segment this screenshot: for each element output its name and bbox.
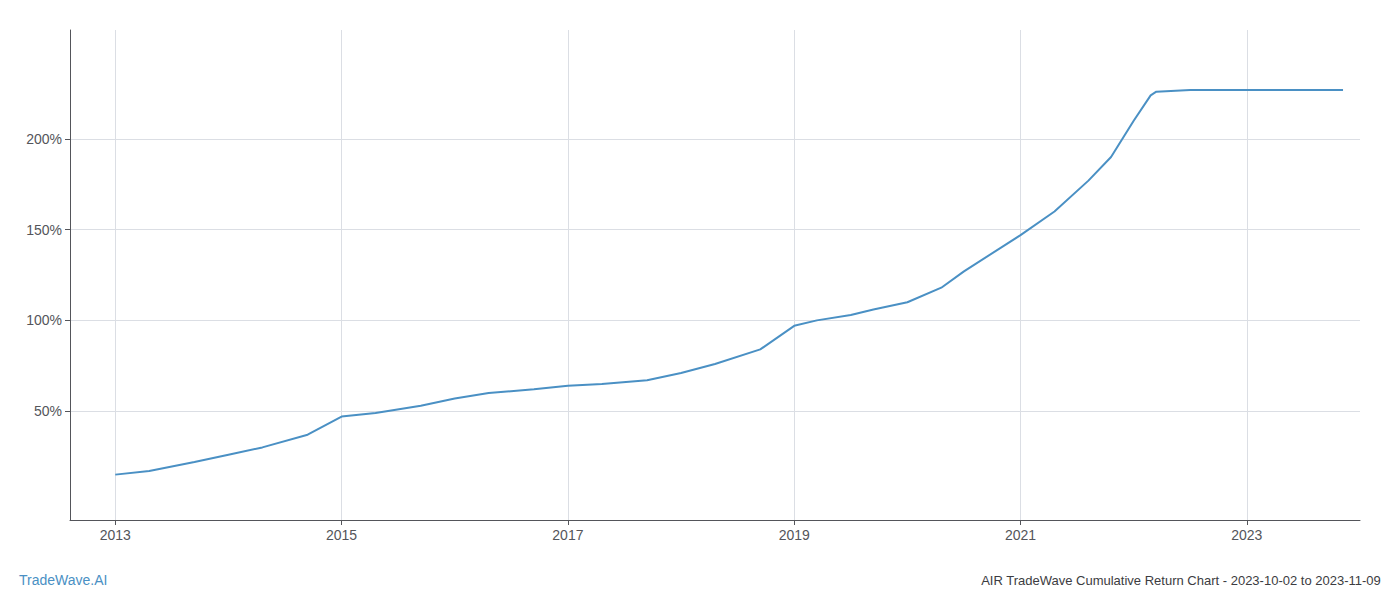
svg-text:2015: 2015 (326, 527, 357, 543)
svg-text:50%: 50% (34, 403, 62, 419)
svg-text:150%: 150% (26, 222, 62, 238)
svg-text:AIR TradeWave Cumulative Retur: AIR TradeWave Cumulative Return Chart - … (981, 573, 1381, 588)
svg-text:200%: 200% (26, 131, 62, 147)
svg-text:2013: 2013 (100, 527, 131, 543)
svg-text:100%: 100% (26, 312, 62, 328)
svg-text:TradeWave.AI: TradeWave.AI (19, 572, 107, 588)
svg-text:2021: 2021 (1005, 527, 1036, 543)
svg-text:2023: 2023 (1231, 527, 1262, 543)
svg-text:2019: 2019 (779, 527, 810, 543)
svg-text:2017: 2017 (552, 527, 583, 543)
